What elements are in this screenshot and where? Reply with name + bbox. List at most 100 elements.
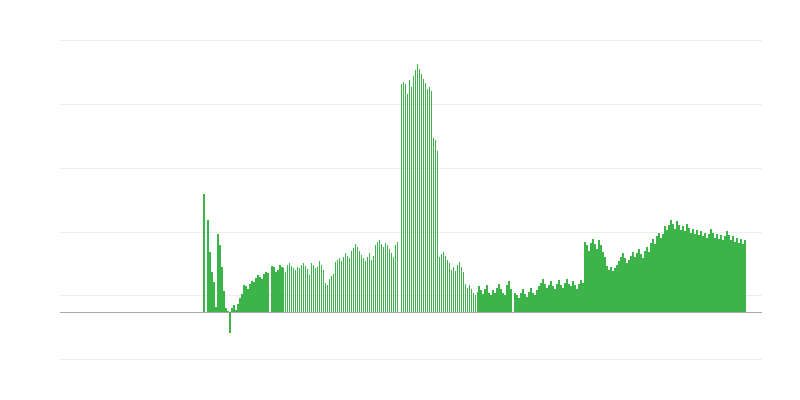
bar[interactable] — [624, 258, 626, 312]
bar[interactable] — [644, 250, 646, 312]
bar[interactable] — [680, 230, 682, 312]
bar[interactable] — [486, 285, 489, 312]
bar[interactable] — [478, 286, 481, 312]
bar[interactable] — [564, 282, 566, 312]
bar[interactable] — [526, 296, 529, 312]
bar[interactable] — [332, 273, 335, 312]
bar[interactable] — [490, 295, 493, 312]
bar[interactable] — [712, 232, 714, 312]
bar[interactable] — [284, 271, 287, 312]
bar[interactable] — [674, 228, 676, 312]
bar[interactable] — [346, 255, 349, 312]
bar[interactable] — [472, 292, 475, 312]
bar[interactable] — [742, 244, 744, 312]
bar[interactable] — [632, 251, 634, 312]
bar[interactable] — [390, 253, 393, 312]
bar[interactable] — [684, 231, 686, 312]
bar[interactable] — [248, 283, 251, 312]
bar[interactable] — [354, 244, 357, 312]
bar[interactable] — [554, 288, 556, 312]
bar[interactable] — [264, 271, 267, 312]
bar[interactable] — [672, 223, 674, 312]
bar[interactable] — [328, 278, 331, 312]
bar[interactable] — [532, 292, 535, 312]
bar[interactable] — [530, 287, 533, 312]
bar[interactable] — [638, 249, 640, 312]
bar[interactable] — [286, 264, 289, 312]
bar[interactable] — [338, 258, 341, 312]
bar[interactable] — [458, 262, 461, 312]
bar[interactable] — [260, 278, 263, 312]
bar[interactable] — [396, 241, 399, 312]
bar[interactable] — [518, 297, 521, 312]
bar[interactable] — [662, 233, 664, 312]
bar[interactable] — [604, 256, 606, 312]
bar[interactable] — [664, 226, 666, 312]
bar[interactable] — [392, 256, 395, 312]
bar[interactable] — [288, 263, 291, 312]
bar[interactable] — [710, 228, 712, 312]
bar[interactable] — [606, 265, 608, 312]
bar[interactable] — [506, 285, 509, 312]
bar[interactable] — [708, 233, 710, 312]
bar[interactable] — [214, 306, 217, 312]
bar[interactable] — [502, 292, 505, 312]
bar[interactable] — [516, 295, 519, 312]
bar[interactable] — [466, 287, 469, 312]
bar[interactable] — [208, 252, 211, 312]
bar[interactable] — [714, 237, 716, 312]
bar[interactable] — [236, 303, 239, 312]
bar[interactable] — [302, 262, 305, 312]
bar[interactable] — [240, 294, 243, 312]
bar[interactable] — [318, 260, 321, 312]
bar[interactable] — [494, 292, 497, 312]
bar[interactable] — [622, 253, 624, 312]
bar[interactable] — [730, 240, 732, 312]
bar[interactable] — [258, 276, 261, 312]
bar[interactable] — [692, 228, 694, 312]
bar[interactable] — [336, 259, 339, 312]
bar[interactable] — [296, 267, 299, 312]
bar[interactable] — [586, 245, 588, 312]
bar[interactable] — [476, 291, 479, 312]
bar[interactable] — [294, 270, 297, 312]
bar[interactable] — [442, 251, 445, 312]
bar[interactable] — [678, 224, 680, 312]
bar[interactable] — [366, 256, 369, 312]
bar[interactable] — [276, 269, 279, 312]
bar[interactable] — [444, 255, 447, 312]
bar[interactable] — [438, 256, 441, 312]
bar[interactable] — [734, 241, 736, 312]
bar[interactable] — [310, 263, 313, 312]
bar[interactable] — [548, 285, 550, 312]
bar[interactable] — [454, 271, 457, 312]
bar[interactable] — [650, 242, 652, 312]
bar[interactable] — [618, 260, 620, 312]
bar[interactable] — [386, 244, 389, 312]
bar[interactable] — [250, 280, 253, 312]
bar[interactable] — [520, 292, 523, 312]
bar[interactable] — [242, 285, 245, 312]
bar[interactable] — [460, 267, 463, 312]
bar[interactable] — [312, 265, 315, 312]
bar[interactable] — [418, 68, 421, 312]
bar[interactable] — [292, 267, 295, 312]
bar[interactable] — [220, 267, 223, 312]
bar[interactable] — [686, 223, 688, 312]
bar[interactable] — [546, 287, 548, 312]
bar[interactable] — [416, 63, 419, 312]
bar[interactable] — [340, 261, 343, 312]
bar[interactable] — [278, 264, 281, 312]
bar[interactable] — [282, 268, 285, 312]
bar[interactable] — [436, 150, 439, 312]
bar[interactable] — [306, 269, 309, 312]
bar[interactable] — [330, 276, 333, 312]
bar[interactable] — [514, 292, 517, 312]
bar[interactable] — [308, 274, 311, 312]
bar[interactable] — [568, 283, 570, 312]
bar[interactable] — [314, 268, 317, 312]
bar[interactable] — [574, 285, 576, 312]
bar[interactable] — [704, 232, 706, 312]
bar[interactable] — [382, 246, 385, 312]
bar[interactable] — [203, 194, 205, 312]
